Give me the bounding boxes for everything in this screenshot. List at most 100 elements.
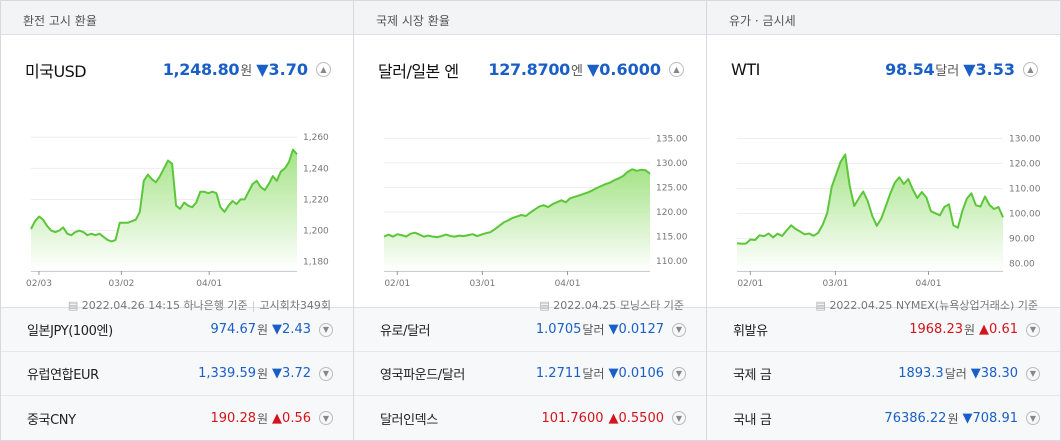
chevron-down-icon[interactable]: ▼	[672, 366, 686, 381]
series-line	[383, 168, 651, 239]
y-tick-label: 1,180	[303, 258, 329, 268]
list-item[interactable]: 달러인덱스 101.7600 ▲0.5500 ▼	[354, 396, 706, 440]
y-tick-label: 100.00	[1009, 209, 1041, 219]
item-name[interactable]: 유로/달러	[380, 324, 431, 339]
item-price: 101.7600	[541, 410, 604, 426]
source-text: 2022.04.25 모닝스타 기준	[553, 298, 684, 312]
rate-chart: 1,260 1,240 1,220 1,200 1,180 02/03 03/02 04/01	[26, 133, 329, 286]
y-tick-label: 110.00	[656, 257, 688, 267]
item-name[interactable]: 영국파운드/달러	[380, 368, 465, 383]
series-line	[30, 148, 298, 243]
item-unit: 달러	[582, 323, 605, 337]
main-panel: WTI 98.54 달러 ▼3.53 ▲ 130.00 120.00 110.00 1…	[707, 35, 1060, 312]
item-change: ▼3.72	[272, 366, 311, 381]
change-value: ▼3.53	[963, 60, 1015, 80]
list-item[interactable]: 유럽연합EUR 1,339.59 원 ▼3.72 ▼	[1, 352, 353, 396]
list-item[interactable]: 국내 금 76386.22 원 ▼708.91 ▼	[707, 396, 1060, 440]
item-name[interactable]: 일본JPY(100엔)	[27, 324, 113, 339]
item-unit: 원	[257, 323, 269, 337]
chevron-down-icon[interactable]: ▼	[1026, 366, 1040, 381]
x-tick-label: 04/01	[196, 279, 222, 286]
y-tick-label: 1,240	[303, 164, 329, 174]
item-price: 76386.22	[884, 410, 947, 426]
chevron-up-icon[interactable]: ▲	[316, 62, 331, 78]
item-price: 974.67	[210, 322, 257, 337]
x-tick-label: 04/01	[555, 279, 581, 286]
series-area	[384, 169, 650, 271]
rate-chart: 135.00 130.00 125.00 120.00 115.00 110.00 02/0…	[383, 134, 688, 286]
document-icon: ▤	[67, 298, 79, 312]
item-price: 1968.23	[909, 322, 963, 337]
price-value: 98.54	[885, 60, 935, 80]
source-note: ▤ 2022.04.25 NYMEX(뉴욕상업거래소) 기준	[707, 297, 1060, 313]
item-name[interactable]: 달러인덱스	[380, 412, 438, 428]
item-unit: 원	[947, 411, 959, 426]
column-international-rate: 국제 시장 환율 달러/일본 엔 127.8700 엔 ▼0.6000 ▲ 13…	[354, 1, 707, 440]
sub-list: 일본JPY(100엔) 974.67 원 ▼2.43 ▼ 유럽연합EUR 1,3…	[1, 307, 353, 440]
list-item[interactable]: 휘발유 1968.23 원 ▲0.61 ▼	[707, 308, 1060, 352]
chevron-down-icon[interactable]: ▼	[319, 366, 333, 381]
item-change: ▼38.30	[970, 366, 1018, 381]
item-price: 1.0705	[535, 322, 582, 337]
item-name[interactable]: 유럽연합EUR	[27, 368, 99, 383]
column-oil-gold: 유가 · 금시세 WTI 98.54 달러 ▼3.53 ▲ 130.00 120.…	[707, 1, 1060, 440]
item-unit: 달러	[944, 367, 967, 381]
y-tick-label: 120.00	[656, 208, 688, 218]
series-area	[737, 154, 1003, 271]
item-name[interactable]: 휘발유	[733, 324, 768, 339]
item-price: 1.2711	[535, 366, 582, 381]
price-value: 1,248.80	[162, 60, 240, 80]
chevron-down-icon[interactable]: ▼	[672, 411, 686, 425]
chevron-down-icon[interactable]: ▼	[672, 322, 686, 337]
commodity-name[interactable]: WTI	[731, 60, 760, 80]
currency-name[interactable]: 달러/일본 엔	[378, 61, 459, 81]
item-unit: 달러	[582, 367, 605, 381]
price-unit: 원	[240, 64, 253, 80]
source-note: ▤ 2022.04.26 14:15 하나은행 기준 | 고시회차349회	[67, 298, 331, 312]
currency-name[interactable]: 미국USD	[25, 61, 87, 81]
y-tick-label: 125.00	[656, 183, 688, 193]
item-price: 1893.3	[898, 366, 944, 381]
item-change: ▲0.5500	[608, 410, 665, 426]
list-item[interactable]: 유로/달러 1.0705 달러 ▼0.0127 ▼	[354, 308, 706, 352]
item-unit: 원	[257, 411, 269, 426]
chevron-up-icon[interactable]: ▲	[1023, 62, 1038, 78]
column-header: 환전 고시 환율	[1, 1, 353, 35]
list-item[interactable]: 영국파운드/달러 1.2711 달러 ▼0.0106 ▼	[354, 352, 706, 396]
item-unit: 원	[257, 367, 269, 381]
item-unit: 원	[964, 323, 976, 337]
x-tick-label: 02/01	[384, 279, 410, 286]
price-value: 127.8700	[488, 60, 570, 80]
chevron-up-icon[interactable]: ▲	[669, 62, 684, 78]
y-tick-label: 1,220	[303, 195, 329, 205]
x-tick-label: 04/01	[916, 279, 942, 286]
item-change: ▼0.0127	[608, 322, 665, 337]
y-tick-label: 130.00	[1009, 134, 1041, 144]
y-tick-label: 115.00	[656, 233, 688, 243]
chevron-down-icon[interactable]: ▼	[319, 411, 333, 425]
item-change: ▼2.43	[272, 322, 311, 337]
x-tick-label: 02/03	[26, 279, 52, 286]
list-item[interactable]: 일본JPY(100엔) 974.67 원 ▼2.43 ▼	[1, 308, 353, 352]
x-tick-label: 03/01	[469, 279, 495, 286]
column-header: 유가 · 금시세	[707, 1, 1060, 35]
y-tick-label: 135.00	[656, 134, 688, 144]
y-tick-label: 110.00	[1009, 184, 1041, 194]
item-price: 1,339.59	[198, 366, 256, 381]
chevron-down-icon[interactable]: ▼	[1026, 322, 1040, 337]
item-name[interactable]: 국내 금	[733, 412, 772, 428]
list-item[interactable]: 국제 금 1893.3 달러 ▼38.30 ▼	[707, 352, 1060, 396]
item-change: ▼0.0106	[608, 366, 665, 381]
item-change: ▼708.91	[962, 410, 1019, 426]
document-icon: ▤	[815, 298, 826, 312]
main-panel: 미국USD 1,248.80 원 ▼3.70 ▲ 1,260 1,240 1,220…	[1, 35, 353, 312]
sub-list: 휘발유 1968.23 원 ▲0.61 ▼ 국제 금 1893.3 달러 ▼38…	[707, 307, 1060, 440]
y-tick-label: 1,260	[303, 133, 329, 143]
item-name[interactable]: 중국CNY	[27, 412, 76, 428]
list-item[interactable]: 중국CNY 190.28 원 ▲0.56 ▼	[1, 396, 353, 440]
y-tick-label: 90.00	[1009, 234, 1035, 244]
item-name[interactable]: 국제 금	[733, 368, 772, 383]
chevron-down-icon[interactable]: ▼	[319, 322, 333, 337]
chevron-down-icon[interactable]: ▼	[1026, 411, 1040, 425]
